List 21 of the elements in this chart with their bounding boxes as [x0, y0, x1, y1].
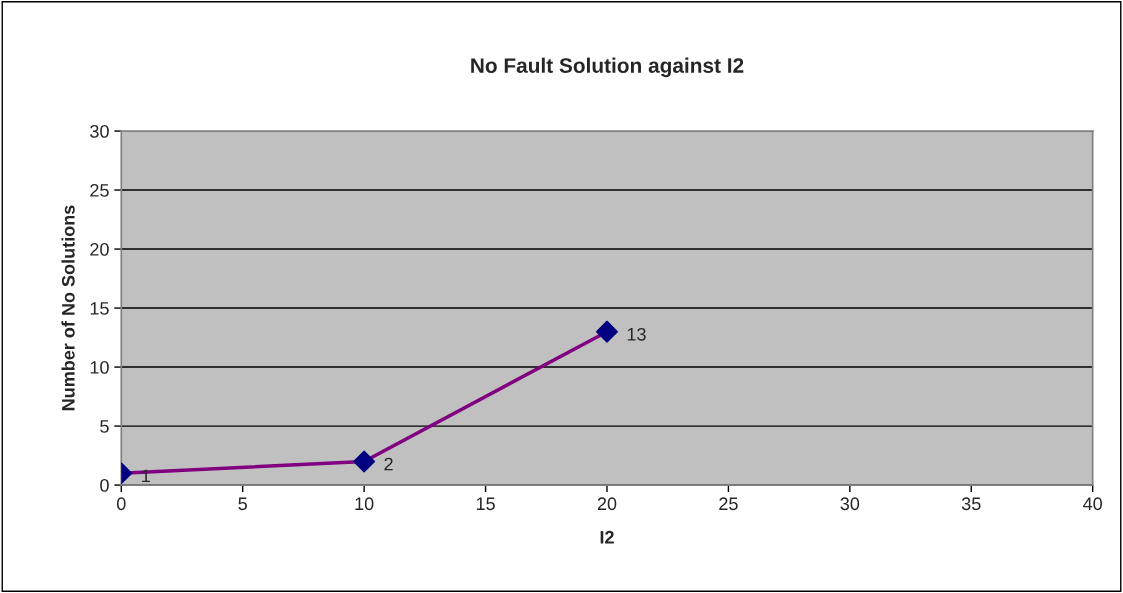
- x-tick-label: 40: [1083, 497, 1103, 511]
- x-tick-label: 25: [719, 497, 738, 511]
- y-tick-label: 0: [100, 479, 109, 492]
- x-axis-title: I2: [600, 530, 614, 544]
- chart-title: No Fault Solution against I2: [471, 57, 744, 78]
- x-tick-label: 0: [116, 497, 126, 511]
- data-label: 13: [627, 327, 646, 341]
- x-tick-label: 20: [597, 497, 617, 511]
- y-tick-label: 30: [90, 124, 109, 138]
- y-axis-title: Number of No Solutions: [61, 205, 75, 411]
- x-tick-label: 15: [476, 497, 495, 511]
- y-tick-label: 10: [90, 361, 109, 374]
- y-tick-label: 20: [90, 242, 109, 256]
- x-tick-label: 5: [238, 497, 247, 511]
- x-tick-label: 30: [840, 497, 860, 511]
- y-tick-label: 5: [100, 420, 109, 433]
- data-label: 2: [384, 457, 393, 471]
- x-tick-label: 35: [961, 497, 981, 511]
- x-tick-label: 10: [355, 497, 374, 511]
- y-tick-label: 15: [90, 302, 109, 315]
- y-tick-label: 25: [90, 183, 109, 197]
